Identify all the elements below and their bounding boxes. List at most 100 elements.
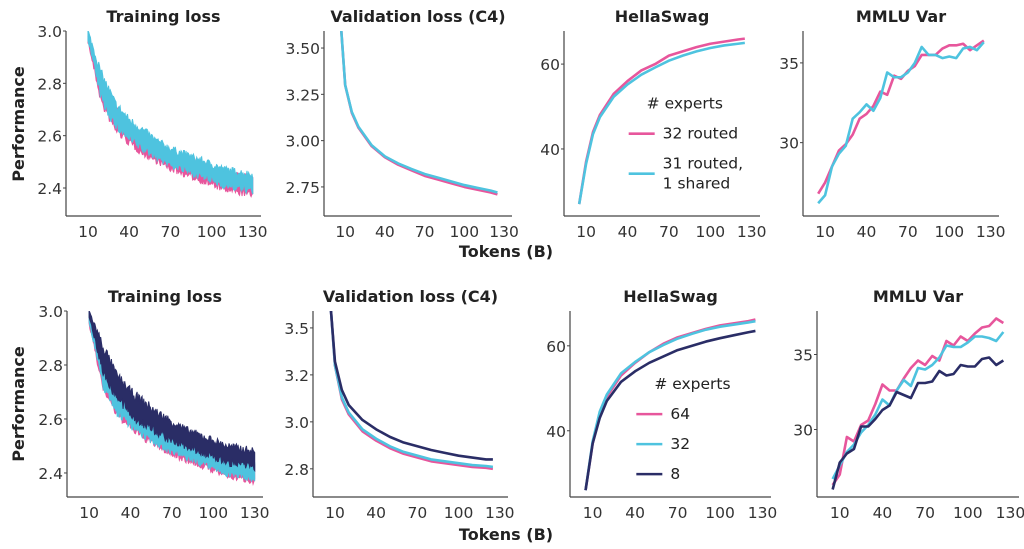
legend-title: # experts: [647, 95, 723, 113]
plot-top-mask: [815, 271, 1021, 311]
panel-3: HellaSwag 10 40 70 100 130 40 60 # experts 32 rou…: [540, 0, 767, 241]
y-tick-label: 2.75: [285, 179, 320, 197]
panel-title: MMLU Var: [873, 287, 963, 306]
x-tick-label: 100: [705, 504, 735, 522]
y-tick-label: 3.0: [37, 23, 62, 41]
y-tick-label: 40: [546, 423, 566, 441]
legend-entry: 31 routed, 1 shared: [663, 155, 743, 193]
series-group: [339, 29, 498, 196]
x-axis-label-row2: Tokens (B): [459, 525, 553, 544]
x-tick-label: 130: [238, 223, 268, 241]
y-tick-label: 3.50: [285, 40, 320, 58]
panel-title: HellaSwag: [615, 7, 710, 26]
y-tick-label: 35: [779, 55, 799, 73]
series-line-32: [329, 309, 494, 469]
legend-entry: 32 routed: [663, 125, 738, 143]
x-tick-label: 40: [873, 504, 893, 522]
panel-title: MMLU Var: [856, 7, 946, 26]
panel-title: Training loss: [108, 287, 222, 306]
x-tick-label: 10: [576, 223, 596, 241]
y-tick-label: 2.8: [38, 357, 63, 375]
y-tick-label: 2.6: [38, 411, 63, 429]
series-band-31-routed-1-shared: [87, 30, 254, 195]
x-tick-label: 40: [119, 223, 139, 241]
y-tick-label: 3.0: [284, 414, 309, 432]
x-tick-label: 10: [815, 223, 835, 241]
x-tick-label: 70: [898, 223, 918, 241]
series-line-8: [329, 309, 493, 461]
series-group: [87, 30, 254, 198]
x-tick-label: 10: [79, 504, 99, 522]
x-tick-label: 100: [197, 223, 227, 241]
panel-6: Validation loss (C4) 10 40 70 100 130 2.8 3.0 3.…: [284, 271, 515, 522]
x-tick-label: 10: [78, 223, 98, 241]
series-line-31-routed-1-shared: [817, 41, 985, 205]
x-axis-label-row1: Tokens (B): [459, 242, 553, 261]
legend-entry-line: 31 routed,: [663, 155, 743, 173]
x-tick-label: 130: [748, 504, 778, 522]
panel-8: MMLU Var 10 40 70 100 130 30 35: [793, 271, 1024, 522]
x-tick-label: 70: [160, 223, 180, 241]
x-tick-label: 40: [857, 223, 877, 241]
x-tick-label: 40: [121, 504, 141, 522]
x-tick-label: 40: [366, 504, 386, 522]
plot-top-mask: [311, 271, 510, 311]
legend-title: # experts: [654, 375, 730, 393]
y-tick-label: 60: [546, 338, 566, 356]
plot-top-mask: [322, 0, 514, 31]
x-tick-label: 70: [407, 504, 427, 522]
y-tick-label: 3.5: [284, 320, 309, 338]
series-line-32-routed: [339, 29, 498, 196]
plot-top-mask: [65, 271, 265, 311]
plot-top-mask: [801, 0, 1001, 31]
x-tick-label: 130: [489, 223, 519, 241]
legend-entry: 8: [670, 465, 680, 483]
series-line-32: [584, 319, 756, 491]
x-tick-label: 10: [830, 504, 850, 522]
legend-entry-line: 64: [670, 405, 690, 423]
y-tick-label: 30: [793, 422, 813, 440]
plot-top-mask: [562, 0, 762, 31]
panel-4: MMLU Var 10 40 70 100 130 30 35: [779, 0, 1006, 241]
y-tick-label: 2.8: [37, 75, 62, 93]
legend-entry-line: 32: [670, 435, 690, 453]
y-tick-label: 2.8: [284, 461, 309, 479]
legend: # experts 32 routed 31 routed, 1 shared: [628, 95, 743, 193]
x-tick-label: 40: [618, 223, 638, 241]
legend-entry-line: 8: [670, 465, 680, 483]
x-tick-label: 130: [240, 504, 270, 522]
series-group: [329, 309, 494, 471]
x-tick-label: 130: [485, 504, 515, 522]
x-tick-label: 10: [335, 223, 355, 241]
x-tick-label: 70: [162, 504, 182, 522]
x-tick-label: 130: [996, 504, 1024, 522]
x-tick-label: 10: [583, 504, 603, 522]
legend-entry: 64: [670, 405, 690, 423]
panel-1: Training loss 10 40 70 100 130 2.4 2.6 2.8 3.0: [37, 0, 268, 241]
series-group: [831, 317, 1005, 490]
x-tick-label: 70: [668, 504, 688, 522]
y-tick-label: 2.4: [37, 180, 62, 198]
panel-5: Training loss 10 40 70 100 130 2.4 2.6 2.8 3.0: [38, 271, 270, 522]
legend-entry: 32: [670, 435, 690, 453]
panel-title: Validation loss (C4): [323, 287, 498, 306]
y-axis-label-row1: Performance: [9, 66, 28, 182]
y-tick-label: 35: [793, 347, 813, 365]
panel-title: HellaSwag: [623, 287, 718, 306]
panel-title: Training loss: [106, 7, 220, 26]
series-group: [88, 310, 256, 486]
series-group: [817, 39, 985, 205]
y-tick-label: 40: [540, 141, 560, 159]
x-tick-label: 70: [415, 223, 435, 241]
legend-entry-line: 1 shared: [663, 175, 731, 193]
y-tick-label: 3.00: [285, 133, 320, 151]
series-line-8: [584, 329, 756, 491]
x-tick-label: 100: [450, 223, 480, 241]
x-tick-label: 100: [199, 504, 229, 522]
y-tick-label: 2.6: [37, 128, 62, 146]
series-group: [584, 318, 756, 491]
x-tick-label: 40: [625, 504, 645, 522]
x-tick-label: 70: [915, 504, 935, 522]
x-tick-label: 100: [953, 504, 983, 522]
